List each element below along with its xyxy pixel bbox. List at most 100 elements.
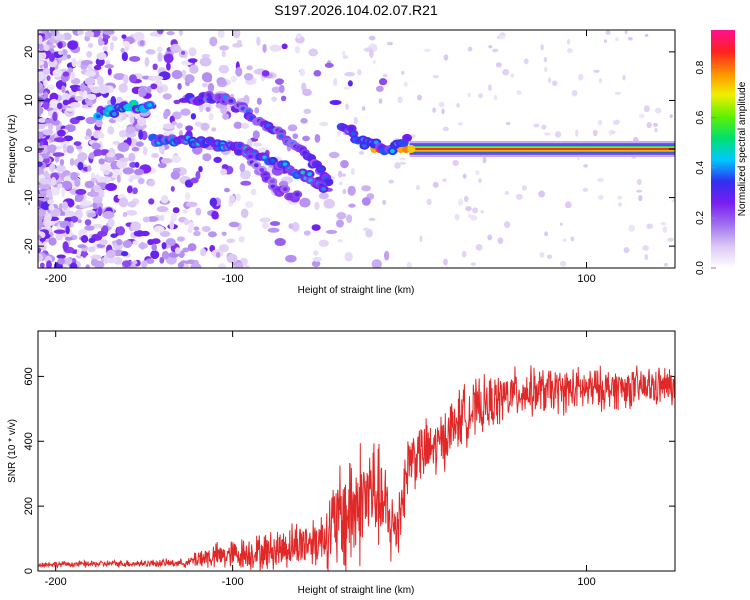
noise-blob [498,35,506,40]
noise-blob [57,183,63,189]
noise-blob [342,55,349,60]
noise-blob [662,226,668,233]
noise-blob [110,233,118,238]
noise-blob [74,193,84,202]
noise-blob [285,254,297,263]
noise-blob [423,48,431,53]
noise-blob [38,247,42,254]
noise-blob [64,210,76,217]
noise-blob [142,146,148,156]
noise-blob [151,153,160,159]
noise-blob [47,199,54,205]
noise-blob [271,86,281,93]
noise-blob [243,94,250,105]
noise-blob [287,124,298,132]
noise-blob [40,245,47,251]
noise-blob [341,50,346,56]
noise-blob [653,122,658,127]
noise-blob [487,234,493,241]
noise-blob [228,221,240,228]
noise-blob [523,58,529,65]
noise-blob [99,40,105,46]
noise-blob [538,190,546,198]
noise-blob [70,71,76,81]
noise-blob [87,165,92,172]
noise-blob [182,247,190,253]
noise-blob [171,69,183,80]
noise-blob [314,134,321,143]
noise-blob [340,159,349,169]
noise-blob [106,257,118,264]
noise-blob [254,107,260,114]
noise-blob [660,222,667,226]
noise-blob [116,174,121,183]
noise-blob [329,99,342,105]
noise-blob [88,237,96,244]
colorbar-tick-label: 0.2 [695,211,706,225]
noise-blob [314,201,320,211]
noise-blob [176,122,183,129]
noise-blob [190,177,199,184]
noise-blob [170,213,177,222]
noise-blob [75,116,86,121]
noise-blob [337,130,342,136]
noise-blob [475,243,483,251]
noise-blob [38,105,44,116]
noise-blob [138,129,144,140]
noise-blob [98,158,105,165]
noise-blob [189,64,199,74]
noise-blob [541,124,547,130]
noise-blob [139,241,145,250]
noise-blob [281,43,288,50]
noise-blob [217,30,225,39]
noise-blob [122,212,128,218]
noise-blob [470,215,478,221]
noise-blob [570,236,575,242]
noise-blob [62,143,68,154]
noise-blob [401,70,405,75]
noise-blob [38,34,43,45]
noise-blob [462,173,467,179]
noise-blob [419,235,423,243]
signal-core [307,172,312,177]
signal-core [321,186,326,191]
noise-blob [300,117,308,124]
noise-blob [128,56,141,62]
noise-blob [157,162,167,168]
noise-blob [172,207,180,214]
y-tick-label: 10 [23,94,35,106]
noise-blob [324,62,334,68]
noise-blob [69,102,81,108]
noise-blob [163,53,174,64]
noise-blob [644,253,649,261]
noise-blob [478,93,483,99]
noise-blob [133,168,145,176]
noise-blob [261,70,270,77]
noise-blob [107,218,115,228]
noise-blob [145,49,156,55]
noise-blob [132,187,138,195]
noise-blob [97,75,104,86]
signal-core [404,135,410,140]
noise-blob [403,81,408,88]
signal-core [349,126,354,131]
noise-blob [464,195,469,203]
noise-blob [190,262,202,268]
noise-blob [503,221,511,229]
noise-blob [350,168,355,175]
noise-blob [109,41,114,51]
noise-blob [156,46,163,53]
spectrogram-xlabel: Height of straight line (km) [298,285,415,296]
noise-blob [432,107,437,113]
noise-blob [482,156,487,164]
noise-blob [176,236,185,242]
noise-blob [57,258,65,265]
noise-blob [148,179,156,187]
noise-blob [133,230,145,237]
noise-blob [341,173,346,177]
snr-series-line [37,365,676,571]
signal-core [259,168,265,173]
noise-blob [615,37,619,42]
noise-blob [222,113,229,120]
noise-blob [234,262,244,268]
